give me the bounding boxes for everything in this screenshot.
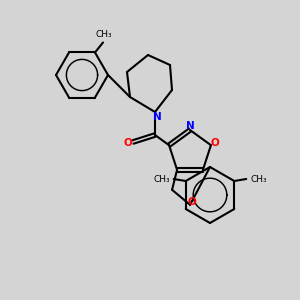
Text: CH₃: CH₃ — [250, 175, 267, 184]
Text: CH₃: CH₃ — [96, 31, 112, 40]
Text: O: O — [188, 197, 197, 207]
Text: N: N — [186, 121, 194, 131]
Text: CH₃: CH₃ — [153, 175, 170, 184]
Text: O: O — [124, 138, 132, 148]
Text: N: N — [153, 112, 161, 122]
Text: O: O — [211, 138, 219, 148]
